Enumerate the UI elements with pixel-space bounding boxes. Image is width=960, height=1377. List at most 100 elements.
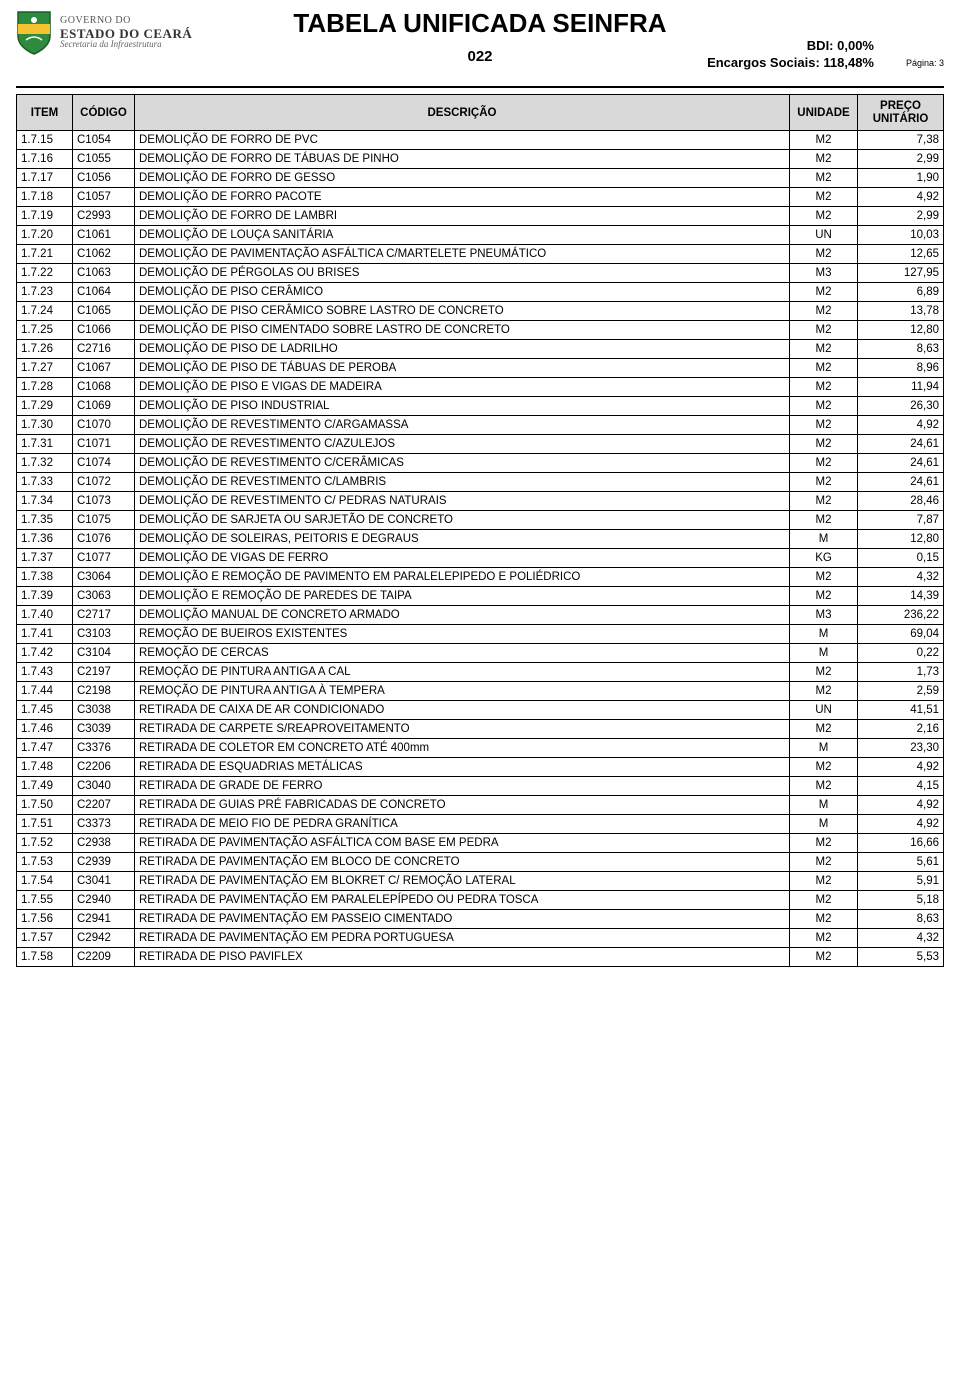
cell-unidade: M bbox=[790, 644, 858, 663]
cell-codigo: C1068 bbox=[73, 378, 135, 397]
cell-preco: 8,63 bbox=[858, 340, 944, 359]
table-row: 1.7.39C3063DEMOLIÇÃO E REMOÇÃO DE PAREDE… bbox=[17, 587, 944, 606]
table-row: 1.7.28C1068DEMOLIÇÃO DE PISO E VIGAS DE … bbox=[17, 378, 944, 397]
table-row: 1.7.29C1069DEMOLIÇÃO DE PISO INDUSTRIALM… bbox=[17, 397, 944, 416]
cell-unidade: M2 bbox=[790, 321, 858, 340]
table-row: 1.7.27C1067DEMOLIÇÃO DE PISO DE TÁBUAS D… bbox=[17, 359, 944, 378]
cell-codigo: C1069 bbox=[73, 397, 135, 416]
table-row: 1.7.34C1073DEMOLIÇÃO DE REVESTIMENTO C/ … bbox=[17, 492, 944, 511]
cell-descricao: DEMOLIÇÃO E REMOÇÃO DE PAVIMENTO EM PARA… bbox=[135, 568, 790, 587]
cell-descricao: RETIRADA DE PISO PAVIFLEX bbox=[135, 948, 790, 967]
cell-unidade: M2 bbox=[790, 416, 858, 435]
cell-codigo: C1055 bbox=[73, 150, 135, 169]
cell-item: 1.7.42 bbox=[17, 644, 73, 663]
cell-preco: 5,53 bbox=[858, 948, 944, 967]
cell-descricao: DEMOLIÇÃO DE REVESTIMENTO C/ PEDRAS NATU… bbox=[135, 492, 790, 511]
cell-codigo: C2197 bbox=[73, 663, 135, 682]
cell-preco: 4,32 bbox=[858, 929, 944, 948]
cell-descricao: RETIRADA DE PAVIMENTAÇÃO EM PARALELEPÍPE… bbox=[135, 891, 790, 910]
cell-codigo: C1075 bbox=[73, 511, 135, 530]
cell-item: 1.7.38 bbox=[17, 568, 73, 587]
cell-unidade: M2 bbox=[790, 169, 858, 188]
cell-descricao: DEMOLIÇÃO DE LOUÇA SANITÁRIA bbox=[135, 226, 790, 245]
cell-item: 1.7.21 bbox=[17, 245, 73, 264]
cell-preco: 5,61 bbox=[858, 853, 944, 872]
cell-codigo: C1074 bbox=[73, 454, 135, 473]
cell-unidade: M2 bbox=[790, 929, 858, 948]
cell-descricao: DEMOLIÇÃO DE SOLEIRAS, PEITORIS E DEGRAU… bbox=[135, 530, 790, 549]
cell-codigo: C2206 bbox=[73, 758, 135, 777]
cell-codigo: C3063 bbox=[73, 587, 135, 606]
cell-descricao: RETIRADA DE MEIO FIO DE PEDRA GRANÍTICA bbox=[135, 815, 790, 834]
cell-codigo: C3104 bbox=[73, 644, 135, 663]
cell-item: 1.7.24 bbox=[17, 302, 73, 321]
cell-unidade: M2 bbox=[790, 568, 858, 587]
table-row: 1.7.37C1077DEMOLIÇÃO DE VIGAS DE FERROKG… bbox=[17, 549, 944, 568]
cell-item: 1.7.25 bbox=[17, 321, 73, 340]
header-rule bbox=[16, 86, 944, 88]
cell-descricao: RETIRADA DE PAVIMENTAÇÃO EM BLOCO DE CON… bbox=[135, 853, 790, 872]
table-row: 1.7.23C1064DEMOLIÇÃO DE PISO CERÂMICOM26… bbox=[17, 283, 944, 302]
cell-descricao: RETIRADA DE PAVIMENTAÇÃO ASFÁLTICA COM B… bbox=[135, 834, 790, 853]
cell-item: 1.7.50 bbox=[17, 796, 73, 815]
cell-codigo: C1076 bbox=[73, 530, 135, 549]
page-number: Página: 3 bbox=[906, 58, 944, 68]
cell-codigo: C2717 bbox=[73, 606, 135, 625]
cell-item: 1.7.52 bbox=[17, 834, 73, 853]
cell-item: 1.7.18 bbox=[17, 188, 73, 207]
table-row: 1.7.51C3373RETIRADA DE MEIO FIO DE PEDRA… bbox=[17, 815, 944, 834]
cell-codigo: C2940 bbox=[73, 891, 135, 910]
table-row: 1.7.24C1065DEMOLIÇÃO DE PISO CERÂMICO SO… bbox=[17, 302, 944, 321]
cell-unidade: M2 bbox=[790, 758, 858, 777]
cell-codigo: C2716 bbox=[73, 340, 135, 359]
cell-preco: 2,59 bbox=[858, 682, 944, 701]
cell-descricao: DEMOLIÇÃO DE VIGAS DE FERRO bbox=[135, 549, 790, 568]
cell-codigo: C3103 bbox=[73, 625, 135, 644]
table-row: 1.7.36C1076DEMOLIÇÃO DE SOLEIRAS, PEITOR… bbox=[17, 530, 944, 549]
cell-codigo: C3039 bbox=[73, 720, 135, 739]
cell-codigo: C3373 bbox=[73, 815, 135, 834]
bdi-value: BDI: 0,00% bbox=[707, 38, 874, 55]
cell-descricao: RETIRADA DE ESQUADRIAS METÁLICAS bbox=[135, 758, 790, 777]
cell-unidade: M2 bbox=[790, 283, 858, 302]
table-row: 1.7.35C1075DEMOLIÇÃO DE SARJETA OU SARJE… bbox=[17, 511, 944, 530]
cell-descricao: DEMOLIÇÃO DE FORRO DE PVC bbox=[135, 131, 790, 150]
cell-unidade: M2 bbox=[790, 302, 858, 321]
cell-unidade: M bbox=[790, 530, 858, 549]
cell-item: 1.7.40 bbox=[17, 606, 73, 625]
table-row: 1.7.47C3376RETIRADA DE COLETOR EM CONCRE… bbox=[17, 739, 944, 758]
cell-preco: 23,30 bbox=[858, 739, 944, 758]
cell-item: 1.7.17 bbox=[17, 169, 73, 188]
table-row: 1.7.43C2197REMOÇÃO DE PINTURA ANTIGA A C… bbox=[17, 663, 944, 682]
cell-item: 1.7.22 bbox=[17, 264, 73, 283]
cell-descricao: DEMOLIÇÃO DE PISO INDUSTRIAL bbox=[135, 397, 790, 416]
cell-codigo: C3040 bbox=[73, 777, 135, 796]
table-row: 1.7.38C3064DEMOLIÇÃO E REMOÇÃO DE PAVIME… bbox=[17, 568, 944, 587]
cell-codigo: C1071 bbox=[73, 435, 135, 454]
table-row: 1.7.45C3038RETIRADA DE CAIXA DE AR CONDI… bbox=[17, 701, 944, 720]
cell-unidade: M bbox=[790, 739, 858, 758]
cell-item: 1.7.55 bbox=[17, 891, 73, 910]
cell-preco: 11,94 bbox=[858, 378, 944, 397]
table-row: 1.7.20C1061DEMOLIÇÃO DE LOUÇA SANITÁRIAU… bbox=[17, 226, 944, 245]
cell-codigo: C1064 bbox=[73, 283, 135, 302]
cell-codigo: C1056 bbox=[73, 169, 135, 188]
cell-descricao: DEMOLIÇÃO E REMOÇÃO DE PAREDES DE TAIPA bbox=[135, 587, 790, 606]
cell-unidade: KG bbox=[790, 549, 858, 568]
cell-preco: 4,92 bbox=[858, 796, 944, 815]
th-item: ITEM bbox=[17, 95, 73, 131]
cell-descricao: DEMOLIÇÃO DE REVESTIMENTO C/CERÂMICAS bbox=[135, 454, 790, 473]
cell-preco: 5,91 bbox=[858, 872, 944, 891]
page: GOVERNO DO ESTADO DO CEARÁ Secretaria da… bbox=[0, 0, 960, 987]
th-unidade: UNIDADE bbox=[790, 95, 858, 131]
cell-descricao: DEMOLIÇÃO DE FORRO DE GESSO bbox=[135, 169, 790, 188]
cell-preco: 8,63 bbox=[858, 910, 944, 929]
cell-preco: 10,03 bbox=[858, 226, 944, 245]
cell-descricao: RETIRADA DE PAVIMENTAÇÃO EM BLOKRET C/ R… bbox=[135, 872, 790, 891]
cell-item: 1.7.33 bbox=[17, 473, 73, 492]
cell-descricao: DEMOLIÇÃO DE FORRO DE LAMBRI bbox=[135, 207, 790, 226]
cell-preco: 41,51 bbox=[858, 701, 944, 720]
th-descricao: DESCRIÇÃO bbox=[135, 95, 790, 131]
table-row: 1.7.42C3104REMOÇÃO DE CERCASM0,22 bbox=[17, 644, 944, 663]
cell-preco: 2,99 bbox=[858, 150, 944, 169]
